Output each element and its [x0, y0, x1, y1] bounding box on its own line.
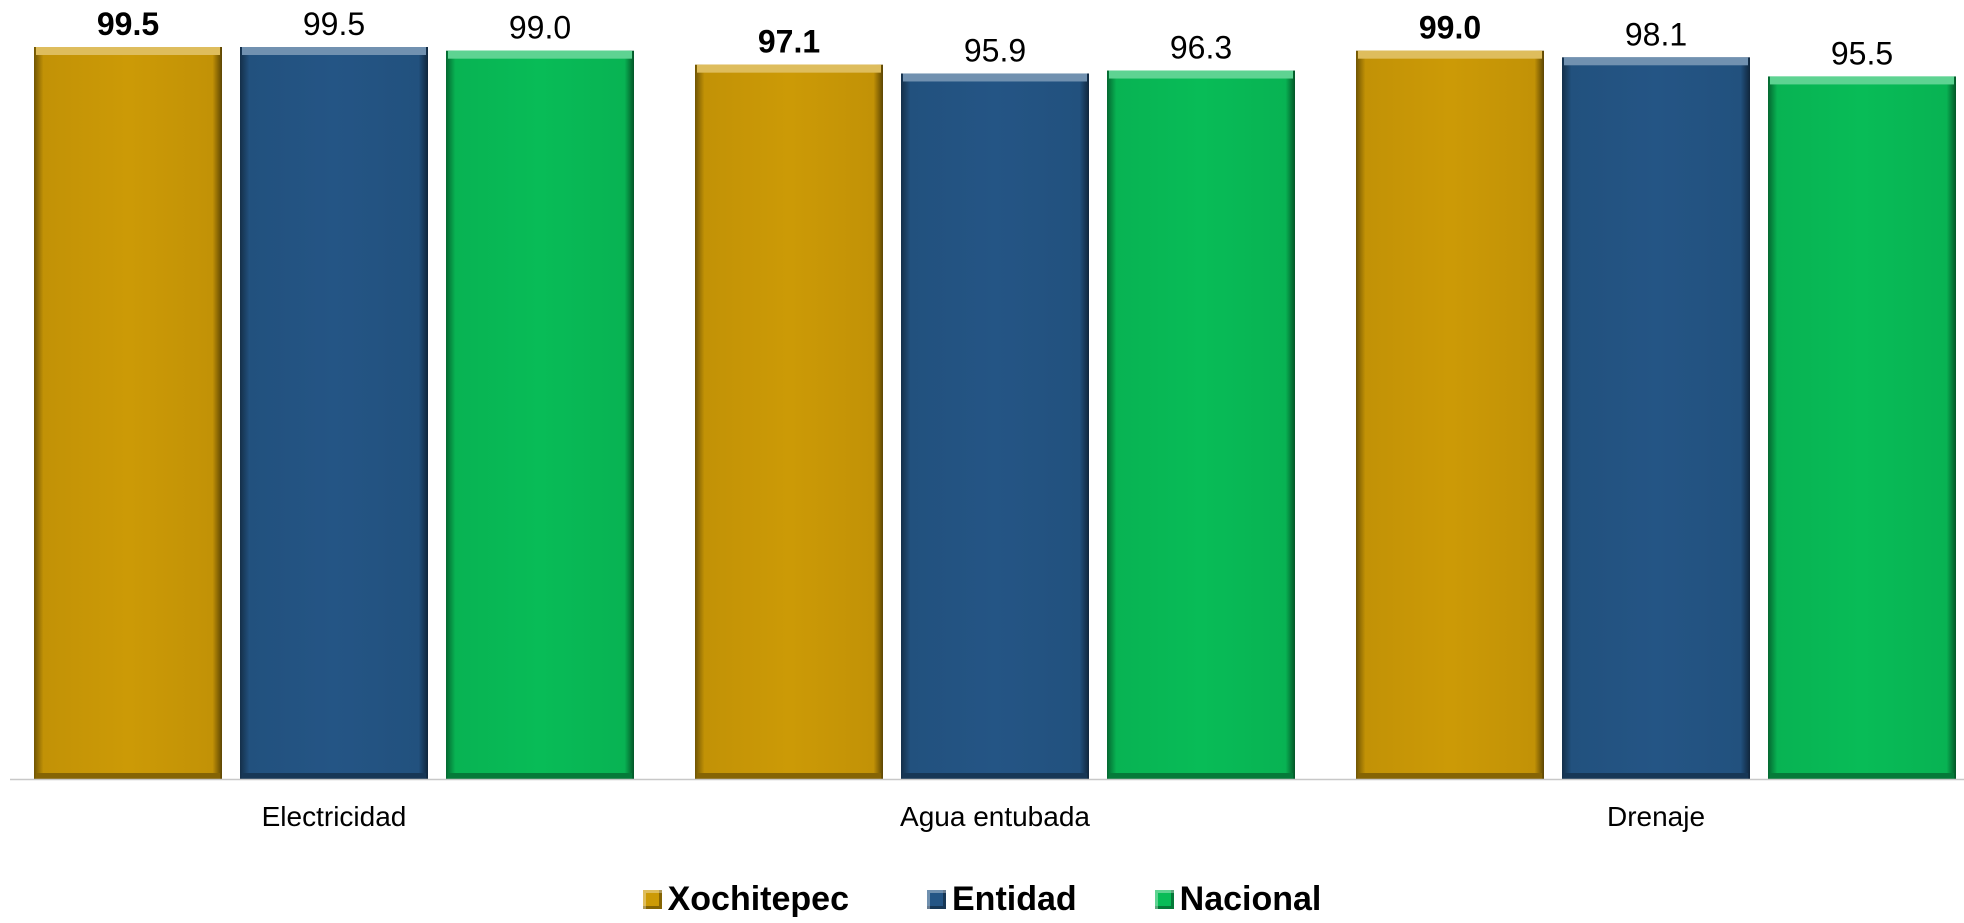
category-label-0: Electricidad: [262, 801, 407, 832]
bar-cap-entidad-0: [242, 47, 426, 55]
legend-item-nacional: Nacional: [1154, 880, 1322, 919]
value-label-entidad-1: 95.9: [964, 32, 1026, 68]
bar-cap-xochitepec-2: [1358, 50, 1542, 59]
value-labels-layer: 99.5 99.5 99.0 97.1 95.9 96.3 99.0 98.1 95.5: [97, 6, 1893, 71]
bar-cap-xochitepec-1: [697, 64, 881, 73]
bar-cap-entidad-1: [903, 73, 1087, 82]
value-label-xochitepec-0: 99.5: [97, 6, 159, 42]
category-labels-layer: Electricidad Agua entubada Drenaje: [262, 801, 1705, 832]
value-label-xochitepec-2: 99.0: [1419, 10, 1481, 46]
legend-item-entidad: Entidad: [927, 880, 1077, 919]
bar-foot-nacional-2: [1770, 773, 1954, 779]
value-label-nacional-2: 95.5: [1831, 35, 1893, 71]
bar-cap-nacional-2: [1770, 76, 1954, 85]
category-label-1: Agua entubada: [900, 801, 1090, 832]
bar-cap-nacional-0: [448, 50, 632, 59]
bar-foot-xochitepec-1: [697, 773, 881, 779]
legend-label-entidad: Entidad: [952, 880, 1077, 918]
legend-swatch-entidad: [927, 890, 946, 909]
bar-foot-entidad-2: [1564, 773, 1748, 779]
bar-foot-entidad-1: [903, 773, 1087, 779]
bar-foot-nacional-0: [448, 773, 632, 779]
bar-foot-xochitepec-2: [1358, 773, 1542, 779]
legend-item-xochitepec: Xochitepec: [642, 880, 849, 919]
bar-entidad-2: [1562, 57, 1750, 779]
value-label-entidad-0: 99.5: [303, 6, 365, 42]
bar-xochitepec-1: [695, 64, 883, 780]
bar-xochitepec-2: [1356, 50, 1544, 779]
bar-cap-xochitepec-0: [36, 47, 220, 55]
category-label-2: Drenaje: [1607, 801, 1705, 832]
bars-layer: [34, 47, 1956, 780]
bar-entidad-0: [240, 47, 428, 779]
bar-nacional-0: [446, 50, 634, 779]
bar-entidad-1: [901, 73, 1089, 779]
bar-nacional-1: [1107, 70, 1295, 780]
value-label-nacional-1: 96.3: [1170, 30, 1232, 66]
bar-xochitepec-0: [34, 47, 222, 779]
bar-nacional-2: [1768, 76, 1956, 780]
legend-swatch-nacional: [1154, 890, 1174, 909]
value-label-xochitepec-1: 97.1: [758, 24, 820, 60]
bar-foot-entidad-0: [242, 773, 426, 779]
bar-cap-nacional-1: [1109, 70, 1293, 79]
bar-foot-xochitepec-0: [36, 773, 220, 779]
bar-foot-nacional-1: [1109, 773, 1293, 779]
bar-cap-entidad-2: [1564, 57, 1748, 66]
legend: Xochitepec Entidad Nacional: [0, 880, 1964, 919]
legend-label-nacional: Nacional: [1179, 880, 1322, 918]
legend-label-xochitepec: Xochitepec: [667, 880, 849, 918]
value-label-nacional-0: 99.0: [509, 10, 571, 46]
value-label-entidad-2: 98.1: [1625, 16, 1687, 52]
legend-swatch-xochitepec: [642, 890, 662, 909]
